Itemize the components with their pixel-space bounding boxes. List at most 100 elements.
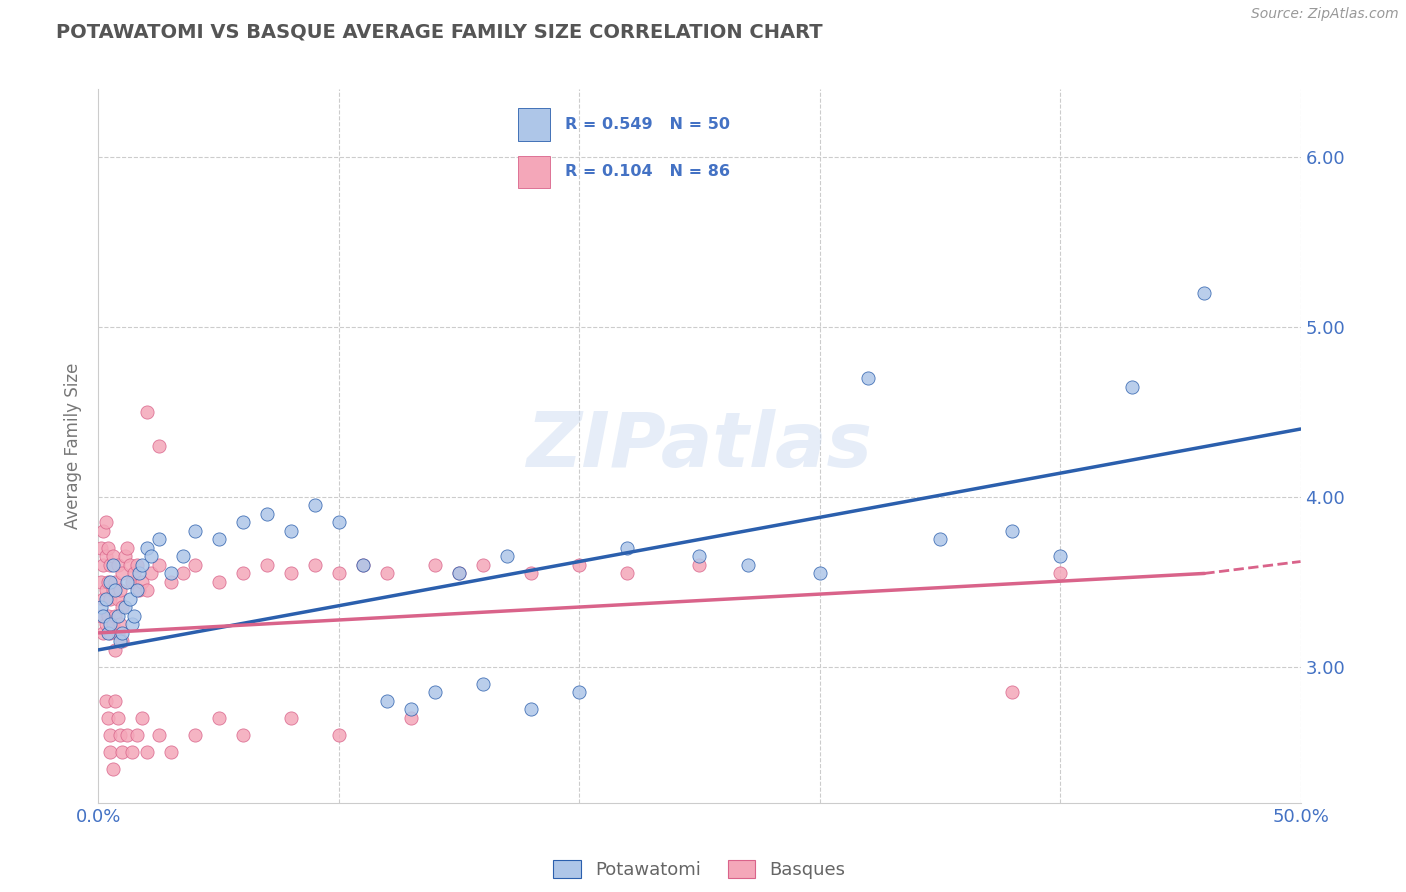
Point: [1194, 286, 1216, 301]
Point: [280, 566, 302, 581]
Point: [447, 566, 470, 581]
Point: [91, 626, 114, 640]
Point: [94, 549, 117, 564]
Point: [131, 574, 153, 589]
Point: [118, 558, 141, 572]
Point: [128, 583, 150, 598]
Point: [90, 608, 112, 623]
Point: [94, 617, 117, 632]
Point: [304, 499, 326, 513]
Point: [928, 533, 950, 547]
Point: [91, 558, 114, 572]
Point: [131, 711, 153, 725]
Point: [135, 745, 157, 759]
Point: [128, 566, 150, 581]
Point: [125, 583, 148, 598]
Point: [232, 728, 254, 742]
Bar: [517, 108, 550, 141]
Legend: Potawatomi, Basques: Potawatomi, Basques: [547, 853, 852, 887]
Text: ZIPatlas: ZIPatlas: [526, 409, 873, 483]
Point: [101, 617, 124, 632]
Point: [94, 583, 117, 598]
Point: [737, 558, 759, 572]
Point: [111, 566, 134, 581]
Point: [121, 745, 143, 759]
Point: [256, 507, 278, 521]
Point: [108, 617, 131, 632]
Point: [148, 439, 170, 453]
Point: [108, 728, 131, 742]
Point: [208, 533, 231, 547]
Point: [104, 608, 127, 623]
Point: [520, 566, 543, 581]
Point: [135, 541, 157, 555]
Point: [107, 711, 129, 725]
Point: [135, 583, 157, 598]
Point: [1049, 549, 1071, 564]
Point: [172, 549, 194, 564]
Bar: [517, 155, 550, 188]
Point: [104, 583, 127, 598]
Point: [100, 617, 122, 632]
Point: [107, 558, 129, 572]
Point: [135, 405, 157, 419]
Point: [111, 634, 134, 648]
Point: [104, 643, 127, 657]
Point: [107, 626, 129, 640]
Point: [689, 549, 711, 564]
Point: [352, 558, 374, 572]
Point: [616, 566, 638, 581]
Point: [447, 566, 470, 581]
Text: R = 0.549   N = 50: R = 0.549 N = 50: [565, 117, 730, 132]
Point: [101, 558, 124, 572]
Point: [183, 558, 205, 572]
Point: [114, 600, 136, 615]
Point: [111, 626, 134, 640]
Point: [94, 591, 117, 606]
Point: [118, 591, 141, 606]
Point: [97, 626, 120, 640]
Point: [100, 626, 122, 640]
Point: [125, 728, 148, 742]
Point: [107, 591, 129, 606]
Point: [131, 558, 153, 572]
Point: [1001, 524, 1024, 538]
Point: [91, 608, 114, 623]
Point: [121, 574, 143, 589]
Point: [91, 591, 114, 606]
Text: R = 0.104   N = 86: R = 0.104 N = 86: [565, 164, 730, 179]
Point: [107, 608, 129, 623]
Point: [125, 558, 148, 572]
Point: [159, 566, 181, 581]
Point: [111, 600, 134, 615]
Point: [100, 745, 122, 759]
Point: [100, 591, 122, 606]
Point: [399, 702, 422, 716]
Point: [90, 541, 112, 555]
Text: Source: ZipAtlas.com: Source: ZipAtlas.com: [1251, 7, 1399, 21]
Point: [1049, 566, 1071, 581]
Point: [328, 728, 350, 742]
Point: [808, 566, 831, 581]
Point: [111, 745, 134, 759]
Point: [375, 566, 398, 581]
Point: [328, 566, 350, 581]
Point: [616, 541, 638, 555]
Point: [1121, 379, 1143, 393]
Point: [256, 558, 278, 572]
Point: [375, 694, 398, 708]
Point: [100, 574, 122, 589]
Point: [117, 574, 139, 589]
Point: [100, 728, 122, 742]
Point: [399, 711, 422, 725]
Point: [108, 583, 131, 598]
Point: [101, 583, 124, 598]
Point: [97, 711, 120, 725]
Point: [100, 558, 122, 572]
Point: [689, 558, 711, 572]
Point: [568, 685, 591, 699]
Point: [183, 524, 205, 538]
Point: [94, 516, 117, 530]
Point: [124, 566, 146, 581]
Point: [159, 574, 181, 589]
